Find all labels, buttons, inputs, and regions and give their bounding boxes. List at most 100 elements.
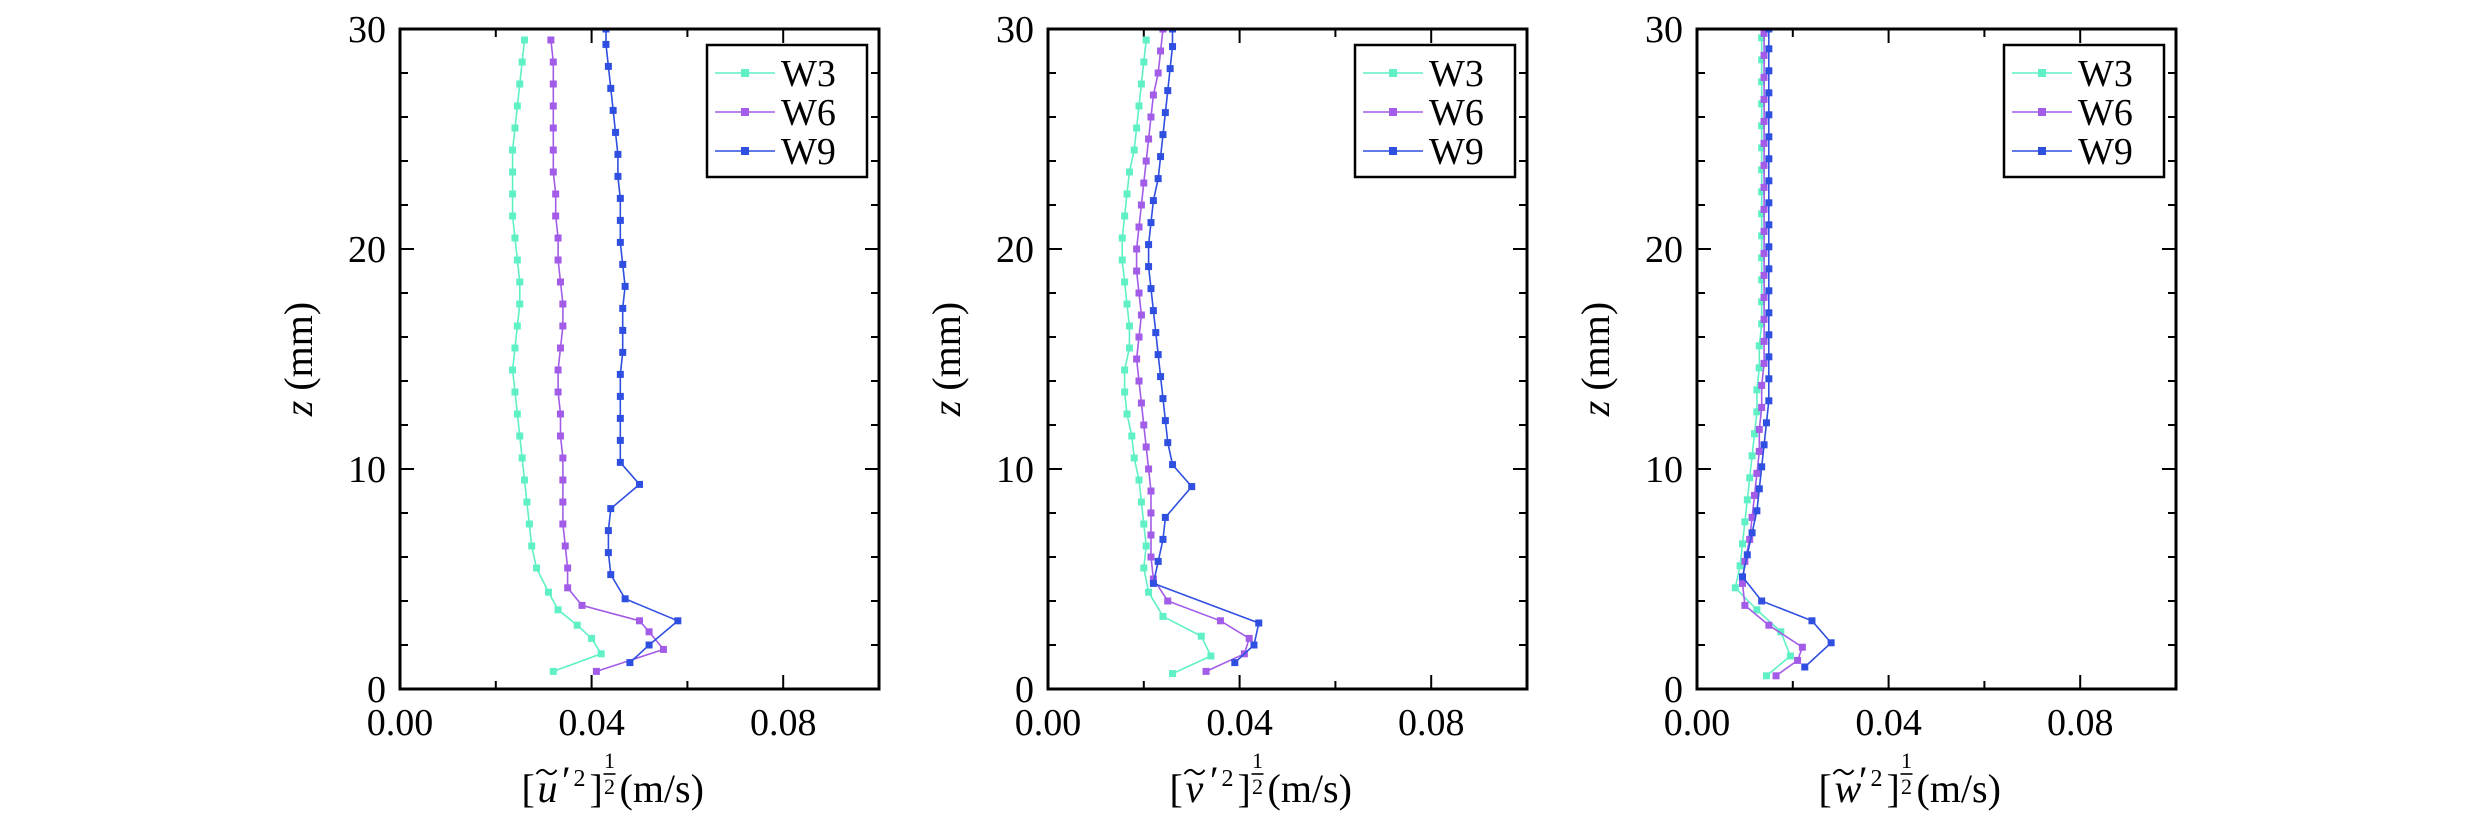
data-point-W9 [1154, 175, 1162, 183]
data-point-W9 [1161, 513, 1169, 521]
data-point-W6 [549, 124, 557, 132]
data-point-W9 [1760, 441, 1768, 449]
data-point-W9 [1152, 329, 1160, 337]
data-point-W3 [1750, 430, 1758, 438]
data-point-W6 [1760, 359, 1768, 367]
data-point-W9 [612, 128, 620, 136]
data-point-W9 [1739, 573, 1747, 581]
data-point-W6 [1741, 601, 1749, 609]
data-point-W9 [621, 282, 629, 290]
data-point-W6 [1133, 355, 1141, 363]
x-axis-bracket-open: [ [1170, 766, 1183, 811]
data-point-W6 [1140, 421, 1148, 429]
data-point-W9 [1765, 243, 1773, 251]
data-point-W9 [1164, 439, 1172, 447]
data-point-W9 [1147, 285, 1155, 293]
data-point-W3 [1125, 168, 1133, 176]
data-point-W3 [1736, 562, 1744, 570]
data-point-W6 [1760, 139, 1768, 147]
prime-mark: ′ [560, 758, 570, 803]
x-axis-title: [u ′ 2]12 (m/s) [522, 748, 704, 811]
data-point-W3 [1755, 364, 1763, 372]
data-point-W3 [511, 124, 519, 132]
x-axis-unit: (m/s) [1917, 766, 2001, 811]
data-point-W9 [1765, 397, 1773, 405]
data-point-W6 [559, 454, 567, 462]
data-point-W6 [559, 322, 567, 330]
data-point-W3 [1753, 408, 1761, 416]
data-point-W6 [1159, 29, 1167, 33]
data-point-W9 [602, 40, 610, 48]
data-point-W6 [556, 410, 564, 418]
data-point-W3 [1121, 388, 1129, 396]
data-point-W9 [1808, 617, 1816, 625]
data-point-W9 [674, 617, 682, 625]
data-point-W3 [1743, 496, 1751, 504]
data-point-W9 [1765, 177, 1773, 185]
data-point-W6 [554, 256, 562, 264]
data-point-W9 [1765, 111, 1773, 119]
data-point-W3 [1746, 474, 1754, 482]
data-point-W9 [1755, 485, 1763, 493]
data-point-W3 [588, 634, 596, 642]
data-point-W3 [1123, 410, 1131, 418]
data-point-W9 [614, 172, 622, 180]
data-point-W3 [1758, 210, 1766, 218]
exponent-denominator: 2 [604, 774, 615, 799]
plot-frame [1695, 27, 2178, 691]
series-line-W9 [1147, 29, 1260, 664]
y-axis-var: z [924, 400, 969, 417]
data-point-W3 [1758, 188, 1766, 196]
y-tick-label: 0 [367, 669, 386, 711]
data-point-W6 [1760, 51, 1768, 59]
series-line-W9 [1741, 29, 1833, 668]
data-point-W3 [1741, 518, 1749, 526]
data-point-W6 [1739, 579, 1747, 587]
data-point-W3 [516, 300, 524, 308]
data-point-W6 [549, 102, 557, 110]
data-point-W9 [619, 348, 627, 356]
legend-swatch-marker [2038, 147, 2046, 155]
data-point-W9 [1801, 663, 1809, 671]
legend-swatch-marker [741, 69, 749, 77]
data-point-W3 [533, 564, 541, 572]
data-point-W6 [1760, 161, 1768, 169]
data-point-W3 [1125, 322, 1133, 330]
data-point-W9 [619, 326, 627, 334]
data-point-W3 [1142, 542, 1150, 550]
data-point-W9 [1164, 87, 1172, 95]
x-axis-var: u [538, 766, 558, 811]
data-point-W6 [1741, 557, 1749, 565]
data-point-W9 [1149, 307, 1157, 315]
data-point-W3 [1777, 628, 1785, 636]
data-point-W3 [509, 366, 517, 374]
data-point-W3 [1758, 166, 1766, 174]
data-point-W3 [1755, 342, 1763, 350]
data-point-W9 [1169, 29, 1177, 33]
data-point-W6 [549, 168, 557, 176]
data-point-W6 [1137, 201, 1145, 209]
data-point-W6 [1760, 293, 1768, 301]
data-point-W3 [1130, 146, 1138, 154]
data-point-W9 [1188, 483, 1196, 491]
legend-box [705, 43, 869, 179]
y-tick-label: 0 [1015, 669, 1034, 711]
data-point-W3 [1758, 100, 1766, 108]
data-point-W9 [616, 436, 624, 444]
data-point-W6 [1133, 245, 1141, 253]
data-point-W3 [1207, 652, 1215, 660]
data-point-W6 [1755, 447, 1763, 455]
data-point-W6 [1145, 465, 1153, 473]
legend-label: W3 [1429, 53, 1484, 95]
data-point-W3 [521, 476, 529, 484]
data-point-W6 [561, 542, 569, 550]
data-point-W9 [1765, 265, 1773, 273]
data-point-W3 [513, 256, 521, 264]
legend-label: W6 [2078, 92, 2133, 134]
data-point-W9 [1743, 551, 1751, 559]
data-point-W9 [619, 260, 627, 268]
data-point-W3 [525, 520, 533, 528]
